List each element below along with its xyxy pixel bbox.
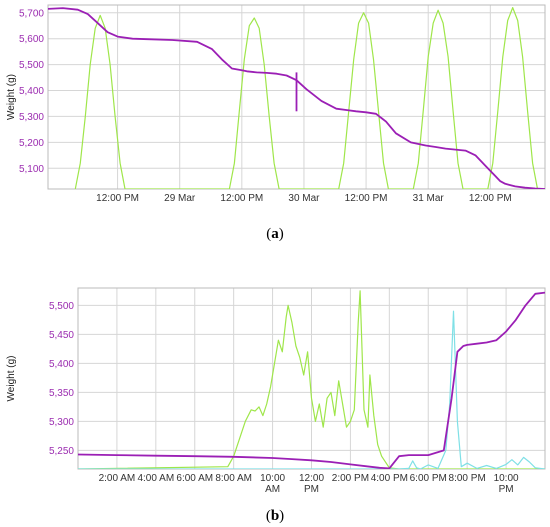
chart-1-xtick-10: 10:00 PM (494, 473, 519, 495)
caption-a-label: a (271, 226, 279, 242)
chart-0-series-line-2 (74, 6, 543, 189)
chart-1-series-line-0 (78, 291, 545, 469)
chart-1-series-line-2 (78, 310, 545, 469)
chart-0-xtick-5: 31 Mar (413, 193, 445, 204)
chart-1-xtick-4: 10:00 AM (260, 473, 285, 495)
chart-1-ytick-3: 5,400 (49, 359, 74, 370)
chart-1-ytick-2: 5,350 (49, 388, 74, 399)
chart-0-ytick-4: 5,500 (19, 60, 44, 71)
chart-1-xtick-8: 6:00 PM (410, 473, 447, 484)
chart-1-ytick-1: 5,300 (49, 417, 74, 428)
chart-1-ytick-0: 5,250 (49, 446, 74, 457)
chart-1-xtick-6: 2:00 PM (332, 473, 369, 484)
chart-1-xtick-7: 4:00 PM (371, 473, 408, 484)
chart-1-xtick-3: 8:00 AM (215, 473, 252, 484)
chart-0-xtick-1: 29 Mar (164, 193, 196, 204)
chart-1-xtick-0: 2:00 AM (99, 473, 136, 484)
chart-0-xtick-2: 12:00 PM (220, 193, 263, 204)
chart-1-xtick-2: 6:00 AM (176, 473, 213, 484)
chart-0-ytick-6: 5,700 (19, 8, 44, 19)
chart-1-xtick-5: 12:00 PM (299, 473, 324, 495)
chart-0-xtick-6: 12:00 PM (469, 193, 512, 204)
chart-1-ytick-4: 5,450 (49, 330, 74, 341)
chart-panel-a: 5,100 5,200 5,300 5,400 5,500 5,600 5,700 12:00… (0, 0, 550, 250)
chart-0-xtick-0: 12:00 PM (96, 193, 139, 204)
chart-1-xtick-1: 4:00 AM (137, 473, 174, 484)
caption-b: (b) (265, 508, 285, 524)
caption-a: (a) (266, 226, 284, 242)
caption-b-label: b (270, 508, 280, 524)
chart-0-ytick-2: 5,300 (19, 112, 44, 123)
chart-0-ytick-1: 5,200 (19, 138, 44, 149)
chart-1-ylabel: Weight (g) (6, 356, 17, 402)
chart-0-ytick-0: 5,100 (19, 164, 44, 175)
chart-0-xtick-4: 12:00 PM (345, 193, 388, 204)
chart-1-xtick-9: 8:00 PM (449, 473, 486, 484)
chart-0-ylabel: Weight (g) (6, 74, 17, 120)
chart-0-ytick-5: 5,600 (19, 34, 44, 45)
chart-0-xtick-3: 30 Mar (288, 193, 320, 204)
chart-a-svg: 5,100 5,200 5,300 5,400 5,500 5,600 5,700 12:00… (6, 4, 546, 204)
chart-0-ytick-3: 5,400 (19, 86, 44, 97)
chart-0-series-line-0 (48, 7, 545, 189)
chart-1-series-line-1 (78, 290, 545, 469)
chart-1-ytick-5: 5,500 (49, 301, 74, 312)
chart-panel-b: 5,250 5,300 5,350 5,400 5,450 5,500 2:00 AM 4:0… (0, 280, 550, 527)
